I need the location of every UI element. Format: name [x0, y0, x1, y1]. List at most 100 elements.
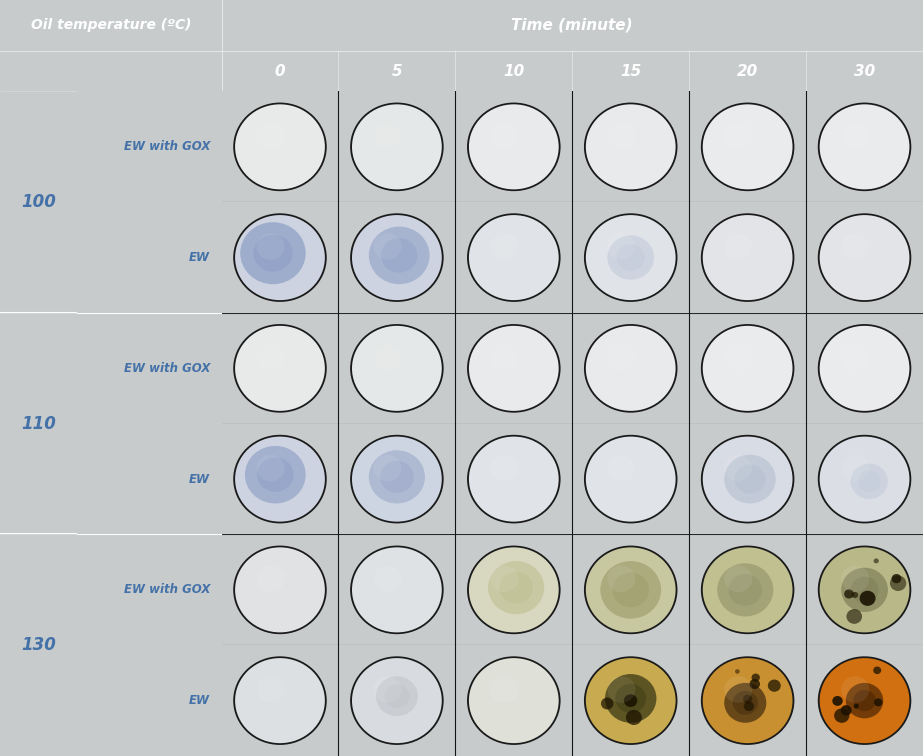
Circle shape: [728, 574, 762, 606]
Circle shape: [701, 324, 795, 413]
Circle shape: [890, 575, 906, 591]
Circle shape: [257, 677, 284, 703]
Circle shape: [607, 455, 635, 482]
Circle shape: [735, 669, 739, 674]
Circle shape: [725, 122, 752, 149]
Circle shape: [725, 677, 752, 703]
Circle shape: [469, 215, 558, 300]
Circle shape: [834, 708, 849, 723]
Circle shape: [584, 103, 677, 191]
Circle shape: [350, 324, 444, 413]
Circle shape: [490, 677, 519, 703]
Circle shape: [499, 572, 533, 603]
Circle shape: [607, 677, 635, 703]
Circle shape: [234, 213, 327, 302]
Circle shape: [818, 213, 911, 302]
Circle shape: [743, 695, 752, 703]
Circle shape: [841, 705, 852, 715]
Circle shape: [374, 565, 402, 592]
Circle shape: [350, 103, 444, 191]
Circle shape: [234, 324, 327, 413]
Circle shape: [892, 574, 902, 583]
Circle shape: [467, 546, 560, 634]
Circle shape: [841, 344, 869, 370]
Circle shape: [258, 457, 294, 492]
Circle shape: [626, 710, 641, 725]
Circle shape: [234, 103, 327, 191]
Circle shape: [584, 324, 677, 413]
Circle shape: [818, 656, 911, 745]
Circle shape: [352, 547, 442, 633]
Circle shape: [702, 547, 793, 633]
Circle shape: [469, 436, 558, 522]
Circle shape: [744, 702, 754, 711]
Circle shape: [467, 656, 560, 745]
Circle shape: [374, 677, 402, 703]
Circle shape: [845, 590, 854, 599]
Circle shape: [820, 215, 909, 300]
Circle shape: [467, 213, 560, 302]
Circle shape: [601, 698, 614, 709]
Text: EW: EW: [189, 694, 210, 707]
Text: EW with GOX: EW with GOX: [124, 141, 210, 153]
Circle shape: [725, 234, 752, 260]
Circle shape: [488, 561, 545, 614]
Circle shape: [613, 572, 649, 607]
Circle shape: [702, 215, 793, 300]
Circle shape: [490, 122, 519, 149]
Circle shape: [235, 215, 325, 300]
Circle shape: [607, 122, 635, 149]
Circle shape: [846, 609, 862, 624]
Circle shape: [257, 344, 284, 370]
Circle shape: [234, 435, 327, 523]
Text: EW: EW: [189, 251, 210, 264]
Circle shape: [376, 677, 418, 716]
Circle shape: [818, 324, 911, 413]
Circle shape: [617, 244, 645, 271]
Text: 30: 30: [854, 64, 875, 79]
Circle shape: [701, 435, 795, 523]
Circle shape: [820, 658, 909, 743]
Circle shape: [702, 658, 793, 743]
Circle shape: [586, 658, 676, 743]
Circle shape: [586, 547, 676, 633]
Circle shape: [350, 435, 444, 523]
Circle shape: [607, 565, 635, 592]
Text: 110: 110: [21, 415, 55, 432]
Circle shape: [600, 561, 661, 618]
Circle shape: [352, 436, 442, 522]
Circle shape: [374, 234, 402, 260]
Circle shape: [235, 658, 325, 743]
Circle shape: [374, 122, 402, 149]
Circle shape: [701, 213, 795, 302]
Circle shape: [586, 436, 676, 522]
Text: 20: 20: [737, 64, 759, 79]
Circle shape: [584, 435, 677, 523]
Circle shape: [616, 683, 646, 713]
Circle shape: [702, 104, 793, 190]
Circle shape: [607, 344, 635, 370]
Circle shape: [380, 461, 414, 493]
Circle shape: [624, 694, 637, 707]
Text: 10: 10: [503, 64, 524, 79]
Circle shape: [854, 704, 858, 708]
Circle shape: [820, 436, 909, 522]
Circle shape: [469, 658, 558, 743]
Circle shape: [384, 684, 410, 708]
Text: 100: 100: [21, 194, 55, 211]
Circle shape: [818, 546, 911, 634]
Circle shape: [369, 227, 429, 284]
Circle shape: [701, 546, 795, 634]
Circle shape: [469, 104, 558, 190]
Circle shape: [725, 344, 752, 370]
Circle shape: [467, 324, 560, 413]
Circle shape: [257, 565, 284, 592]
Circle shape: [859, 590, 876, 606]
Text: 15: 15: [620, 64, 641, 79]
Circle shape: [850, 463, 888, 499]
Circle shape: [733, 691, 758, 715]
Circle shape: [245, 446, 306, 503]
Circle shape: [725, 565, 752, 592]
Circle shape: [873, 667, 881, 674]
Circle shape: [352, 104, 442, 190]
